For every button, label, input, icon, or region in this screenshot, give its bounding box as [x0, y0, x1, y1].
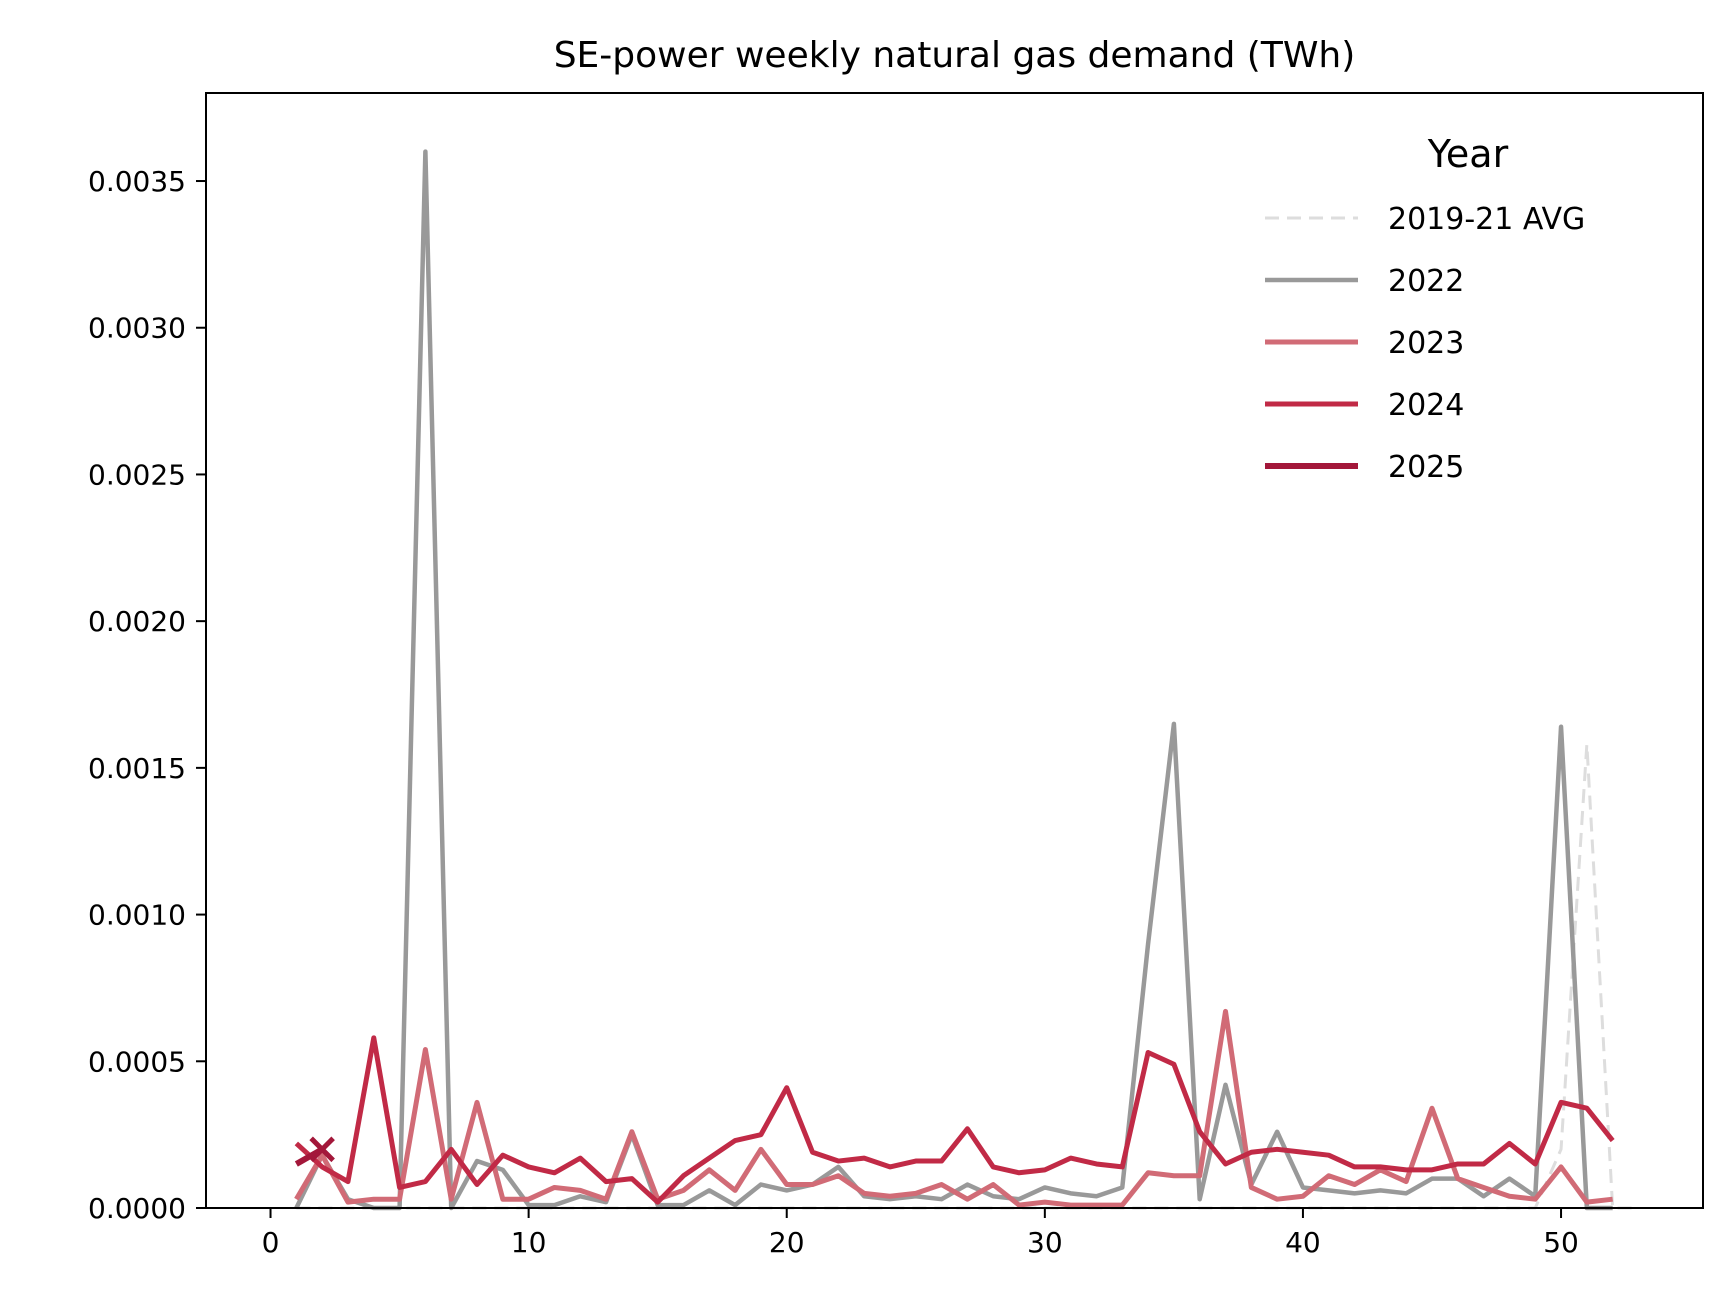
legend-label-2022: 2022 [1388, 264, 1464, 299]
y-tick-label-0-0035: 0.0035 [88, 165, 186, 198]
x-tick-label-40: 40 [1285, 1226, 1321, 1259]
y-tick-label-0-0030: 0.0030 [88, 312, 186, 345]
series-line-2024 [294, 1035, 1615, 1205]
y-tick-label-0-0010: 0.0010 [88, 899, 186, 932]
y-tick-label-0-0005: 0.0005 [88, 1045, 186, 1078]
x-tick-label-20: 20 [769, 1226, 805, 1259]
axis-layer: 0 10 20 30 40 50 0.0000 0.0005 0.0010 0.0015 0.002… [88, 165, 1579, 1259]
y-tick-label-0-0000: 0.0000 [88, 1192, 186, 1225]
chart-title: SE-power weekly natural gas demand (TWh) [554, 35, 1356, 76]
legend-title: Year [1427, 132, 1509, 176]
plot-frame [205, 92, 1704, 1209]
x-tick-label-10: 10 [511, 1226, 547, 1259]
x-tick-label-0: 0 [262, 1226, 280, 1259]
legend-label-2019-21-avg: 2019-21 AVG [1388, 202, 1585, 237]
series-line-2023 [294, 1008, 1613, 1208]
y-tick-label-0-0015: 0.0015 [88, 752, 186, 785]
y-tick-label-0-0025: 0.0025 [88, 458, 186, 491]
x-tick-label-50: 50 [1543, 1226, 1579, 1259]
series-marker-2025 [309, 1136, 335, 1163]
y-tick-label-0-0020: 0.0020 [88, 605, 186, 638]
legend: Year 2019-21 AVG 2022 2023 2024 2025 [1265, 132, 1585, 485]
legend-label-2023: 2023 [1388, 326, 1464, 361]
legend-label-2025: 2025 [1388, 450, 1464, 485]
x-tick-label-30: 30 [1027, 1226, 1063, 1259]
legend-label-2024: 2024 [1388, 388, 1464, 423]
